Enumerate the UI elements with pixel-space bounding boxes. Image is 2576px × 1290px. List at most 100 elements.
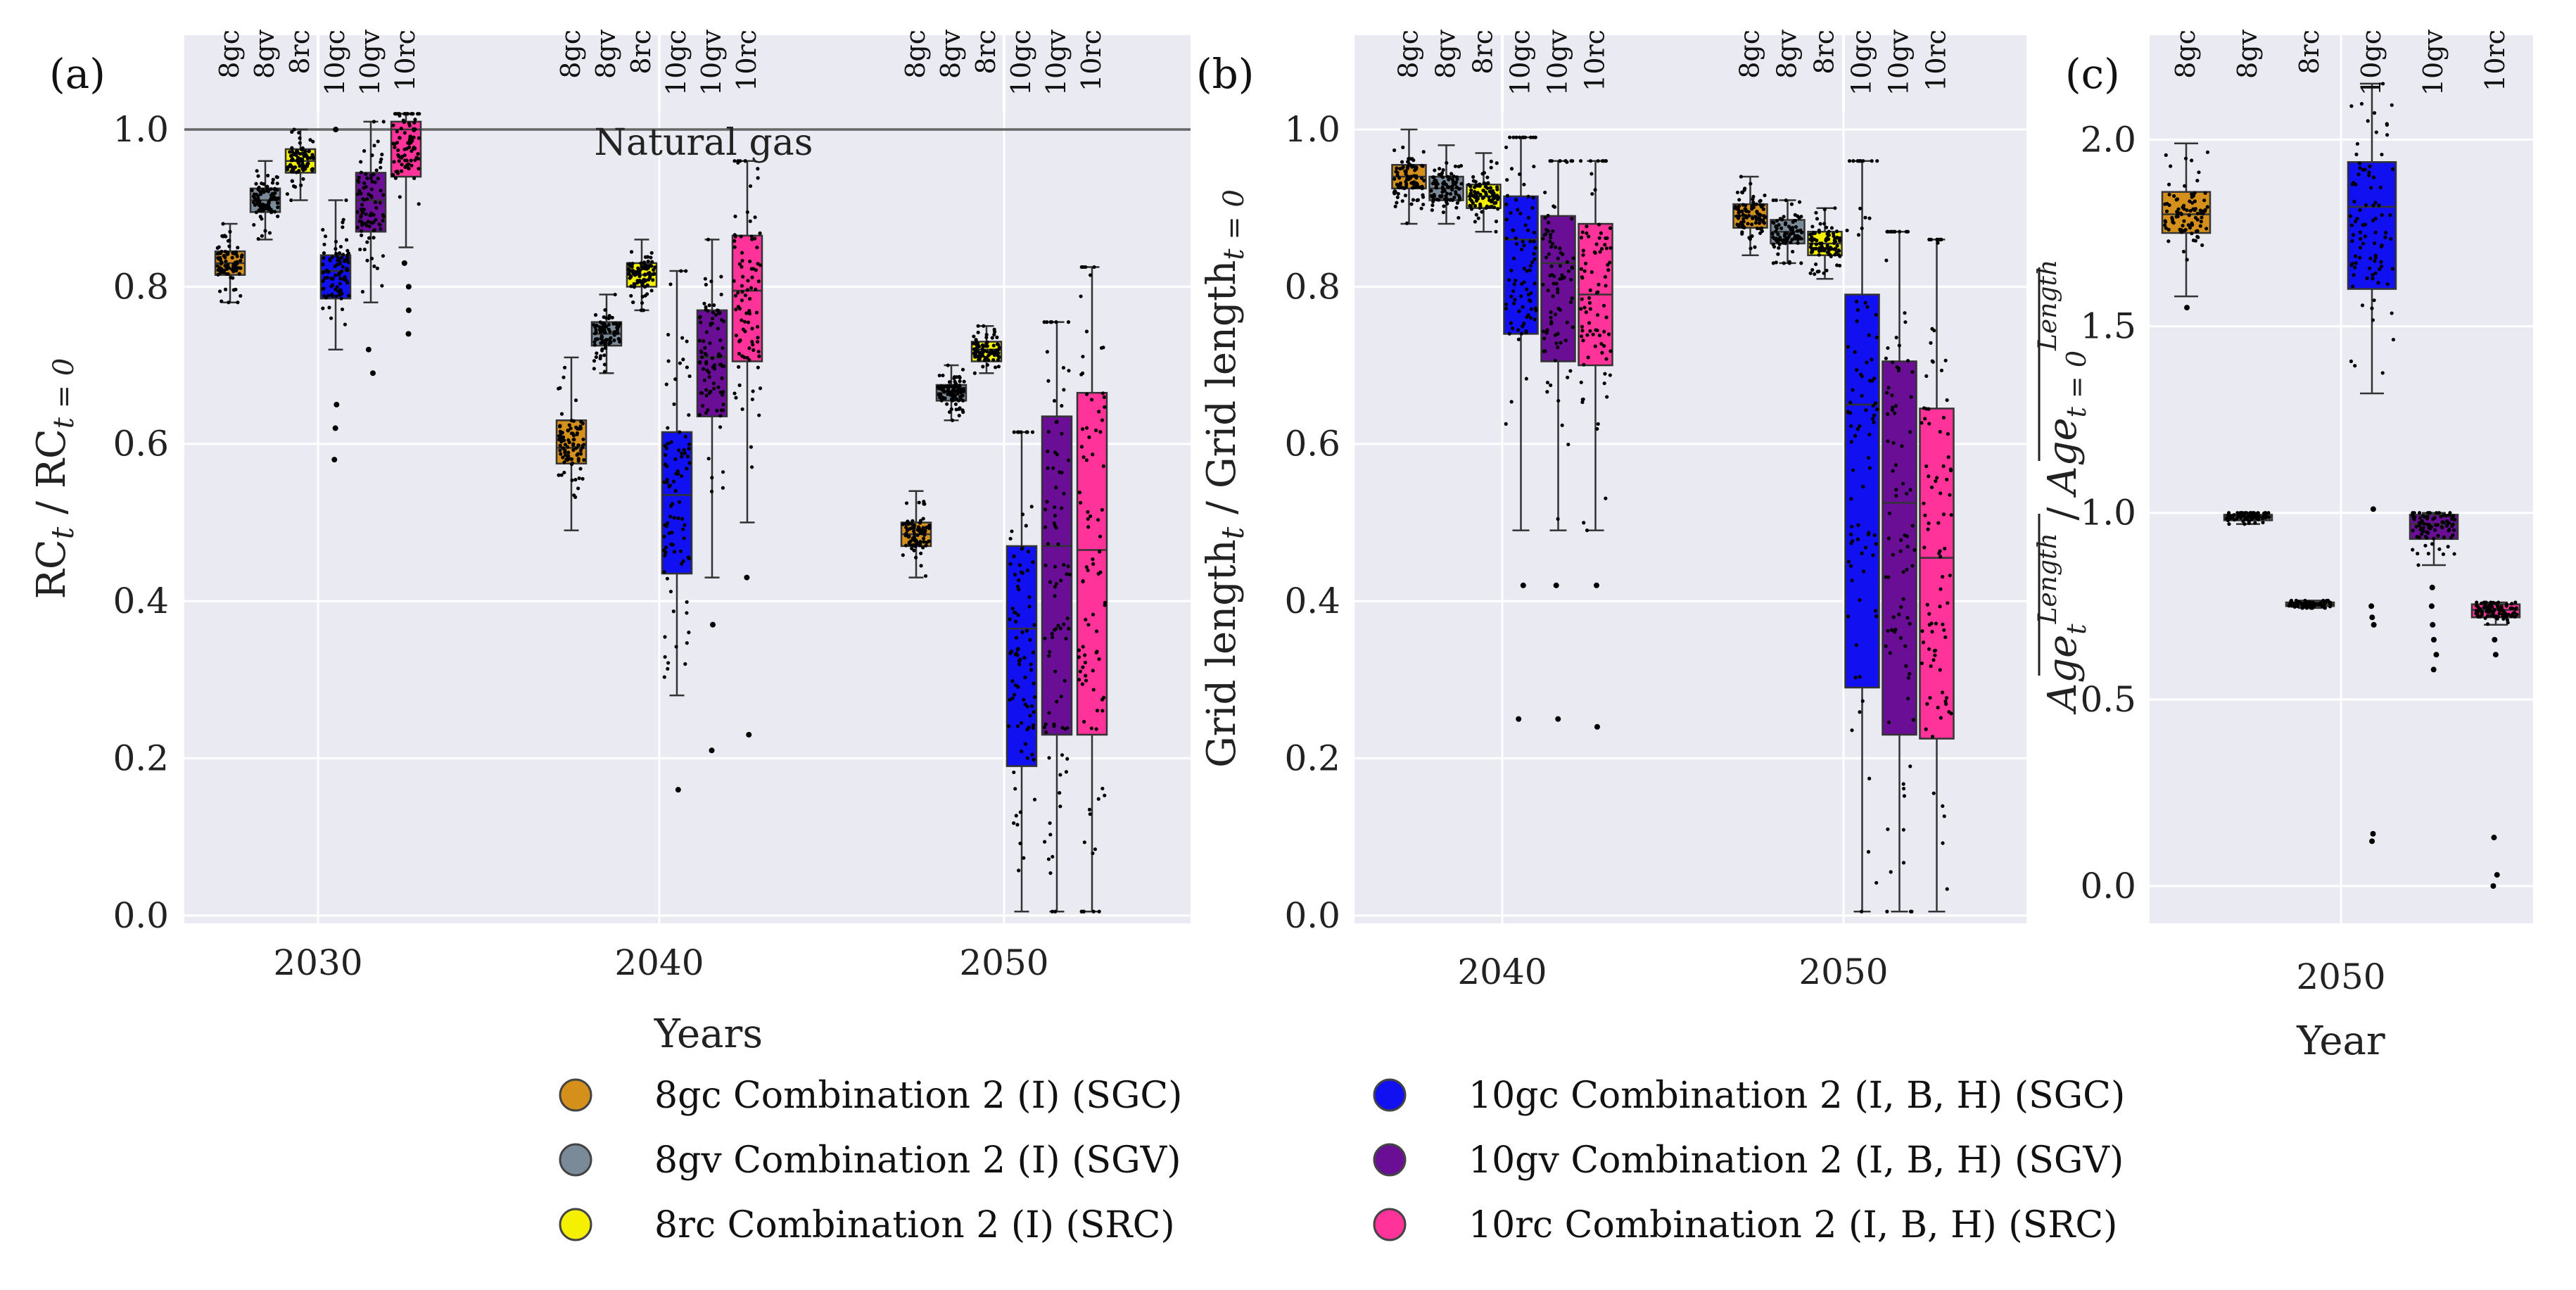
data-point <box>1808 271 1813 275</box>
points <box>1466 159 1500 234</box>
data-point <box>672 550 677 554</box>
data-point <box>2266 511 2271 515</box>
data-point <box>338 277 343 281</box>
data-point <box>1017 578 1021 583</box>
data-point <box>1597 282 1601 286</box>
box-2050-8gv <box>935 363 967 422</box>
data-point <box>633 273 637 277</box>
data-point <box>1392 190 1396 194</box>
data-point <box>2474 612 2478 616</box>
data-point <box>1434 185 1438 189</box>
data-point <box>2445 523 2449 527</box>
data-point <box>561 455 565 460</box>
data-point <box>740 265 744 269</box>
data-point <box>685 641 689 645</box>
data-point <box>1549 321 1554 325</box>
data-point <box>706 237 711 241</box>
data-point <box>1526 194 1530 198</box>
data-point <box>957 374 962 379</box>
data-point <box>2226 517 2231 521</box>
data-point <box>1740 223 1745 227</box>
data-point <box>322 242 326 246</box>
data-point <box>407 141 412 146</box>
data-point <box>640 294 645 299</box>
data-point <box>370 153 374 158</box>
y-tick-label: 0.8 <box>1284 266 1340 307</box>
data-point <box>704 393 709 398</box>
category-label: 10gc <box>1505 30 1536 96</box>
data-point <box>1894 494 1898 498</box>
data-point <box>412 127 416 132</box>
data-point <box>2348 214 2353 218</box>
data-point <box>1737 204 1741 208</box>
data-point <box>739 234 743 239</box>
data-point <box>1442 204 1446 208</box>
data-point <box>2363 234 2368 239</box>
data-point <box>1945 477 1949 481</box>
data-point <box>1578 159 1583 163</box>
data-point <box>1603 274 1608 279</box>
data-point <box>398 195 402 199</box>
y-axis-label-a: RCt / RCt = 0 <box>29 358 81 600</box>
data-point <box>1059 695 1063 699</box>
data-point <box>1079 445 1084 449</box>
data-point <box>1065 726 1070 730</box>
data-point <box>1049 320 1054 324</box>
data-point <box>1514 241 1519 246</box>
data-point <box>939 398 944 403</box>
data-point <box>239 255 244 259</box>
data-point <box>1856 159 1860 163</box>
data-point <box>650 260 654 264</box>
data-point <box>1514 198 1518 202</box>
data-point <box>565 445 570 449</box>
data-point <box>1488 186 1493 190</box>
data-point <box>1734 214 1739 218</box>
data-point <box>1430 182 1435 186</box>
data-point <box>1604 236 1608 241</box>
data-point <box>344 198 348 203</box>
data-point <box>2379 260 2383 264</box>
data-point <box>2302 602 2307 607</box>
data-point <box>1743 207 1747 211</box>
data-point <box>1053 909 1058 913</box>
data-point <box>707 375 711 379</box>
data-point <box>2373 241 2377 246</box>
panel-label-c: (c) <box>2065 50 2120 98</box>
data-point <box>1027 605 1032 609</box>
data-point <box>1886 575 1891 579</box>
data-point <box>1512 282 1516 286</box>
legend-entry-8rc: 8rc Combination 2 (I) (SRC) <box>559 1204 1175 1246</box>
data-point <box>1556 345 1560 350</box>
data-point <box>380 152 384 157</box>
data-point <box>298 164 302 168</box>
data-point <box>2356 172 2361 177</box>
category-label: 10gv <box>2418 29 2449 96</box>
data-point <box>1737 198 1741 202</box>
data-point <box>254 210 258 215</box>
data-point <box>1029 505 1034 509</box>
data-point <box>266 202 271 207</box>
y-tick-label: 0.6 <box>113 424 169 464</box>
data-point <box>217 251 222 255</box>
data-point <box>1905 358 1910 363</box>
data-point <box>668 514 673 519</box>
data-point <box>298 136 302 140</box>
data-point <box>1053 585 1058 589</box>
data-point <box>1079 294 1083 298</box>
data-point <box>748 296 752 301</box>
data-point <box>321 227 325 232</box>
data-point <box>269 186 273 191</box>
data-point <box>365 176 369 180</box>
data-point <box>630 300 635 305</box>
data-point <box>663 553 667 557</box>
data-point <box>1012 693 1017 697</box>
data-point <box>1469 198 1474 203</box>
data-point <box>582 458 586 462</box>
data-point <box>1791 249 1795 254</box>
data-point <box>301 165 306 170</box>
data-point <box>1086 517 1090 521</box>
data-point <box>2353 254 2358 258</box>
data-point <box>1058 773 1062 777</box>
data-point <box>2495 616 2499 621</box>
